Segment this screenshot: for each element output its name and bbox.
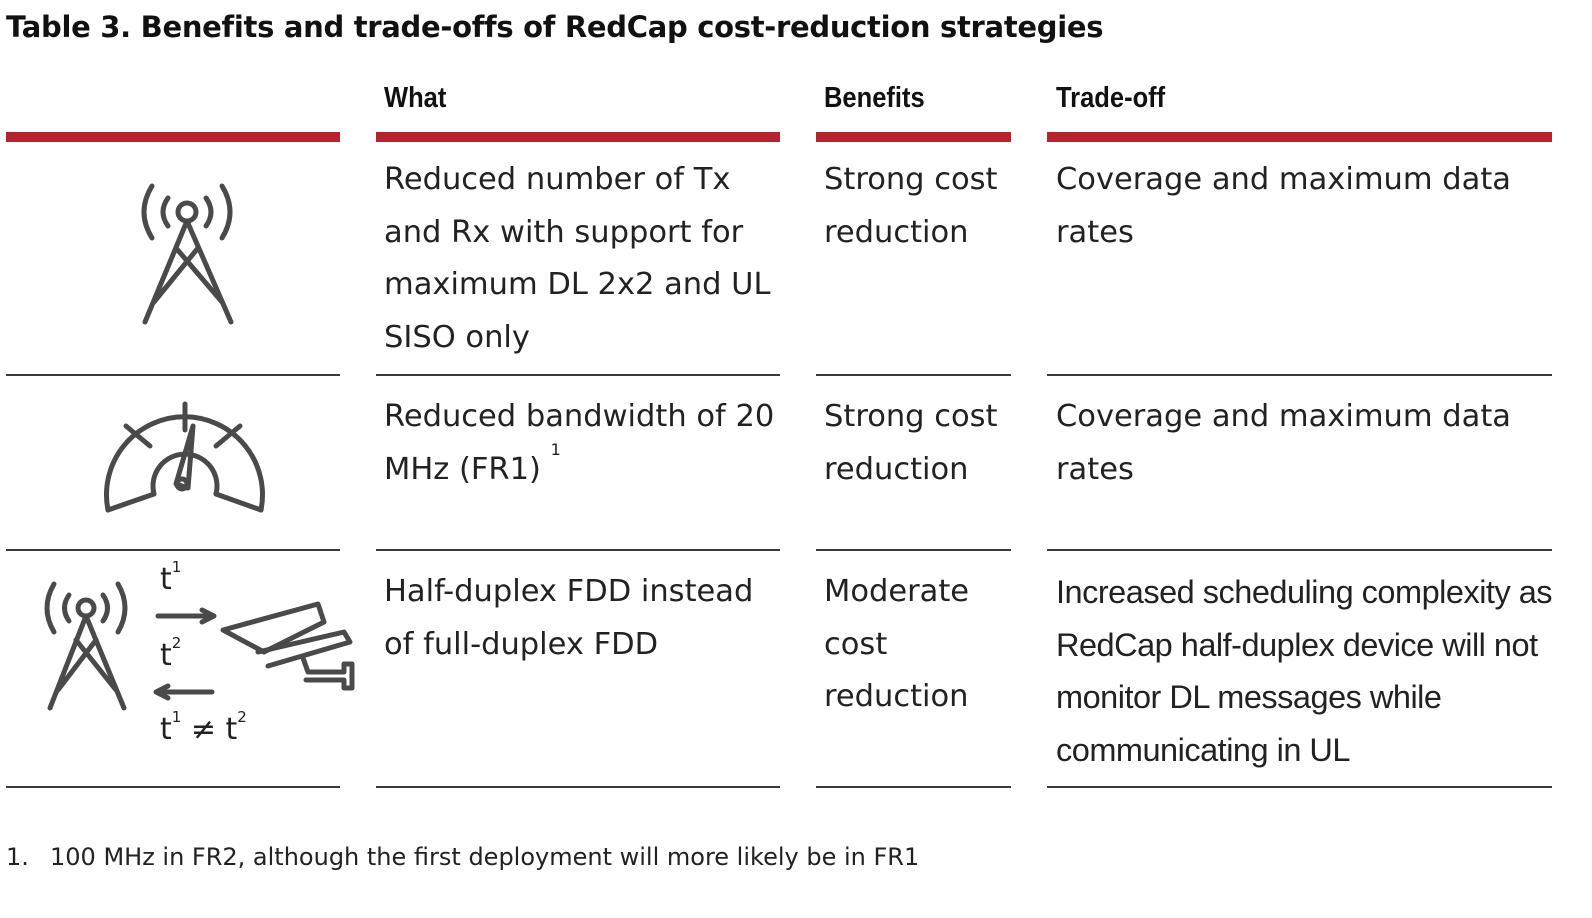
- row-1-benefits: Strong cost reduction: [824, 162, 998, 250]
- row-divider: [376, 786, 780, 788]
- tower-to-camera-half-duplex-icon: [44, 581, 355, 711]
- row-3-tradeoff: Increased scheduling complexity as RedCa…: [1056, 574, 1553, 768]
- row-divider: [816, 374, 1011, 376]
- table-caption: Table 3. Benefits and trade-offs of RedC…: [6, 10, 1104, 44]
- column-header-tradeoff: Trade-off: [1056, 82, 1166, 114]
- header-rule-benefits-col: [816, 132, 1011, 142]
- row-divider: [816, 549, 1011, 551]
- row-divider: [6, 549, 340, 551]
- header-rule-what-col: [376, 132, 780, 142]
- footnote: 1. 100 MHz in FR2, although the first dep…: [6, 843, 919, 871]
- row-divider: [376, 374, 780, 376]
- antenna-tower-icon: [141, 183, 234, 325]
- column-header-what: What: [384, 82, 447, 114]
- header-rule-icon-col: [6, 132, 340, 142]
- header-rule-tradeoff-col: [1047, 132, 1552, 142]
- row-1-tradeoff: Coverage and maximum data rates: [1056, 162, 1511, 250]
- row-2-benefits: Strong cost reduction: [824, 399, 998, 487]
- speedometer-gauge-icon: [104, 401, 265, 513]
- row-divider: [1047, 374, 1552, 376]
- icon-label-t1: t1: [160, 558, 182, 597]
- icon-label-t1-neq-t2: t1 ≠ t2: [160, 708, 247, 747]
- row-divider: [376, 549, 780, 551]
- icon-label-t2: t2: [160, 634, 182, 673]
- row-divider: [6, 786, 340, 788]
- row-divider: [1047, 786, 1552, 788]
- row-divider: [1047, 549, 1552, 551]
- row-1-what: Reduced number of Tx and Rx with support…: [384, 162, 771, 355]
- footnote-number: 1.: [6, 843, 29, 871]
- row-2-what: Reduced bandwidth of 20 MHz (FR1) 1: [384, 399, 775, 487]
- footnote-marker: 1: [550, 439, 561, 459]
- row-3-what: Half-duplex FDD instead of full-duplex F…: [384, 574, 754, 662]
- row-3-benefits: Moderate cost reduction: [824, 574, 970, 714]
- row-divider: [816, 786, 1011, 788]
- footnote-text: 100 MHz in FR2, although the first deplo…: [50, 843, 920, 871]
- row-divider: [6, 374, 340, 376]
- column-header-benefits: Benefits: [824, 82, 925, 114]
- row-2-tradeoff: Coverage and maximum data rates: [1056, 399, 1511, 487]
